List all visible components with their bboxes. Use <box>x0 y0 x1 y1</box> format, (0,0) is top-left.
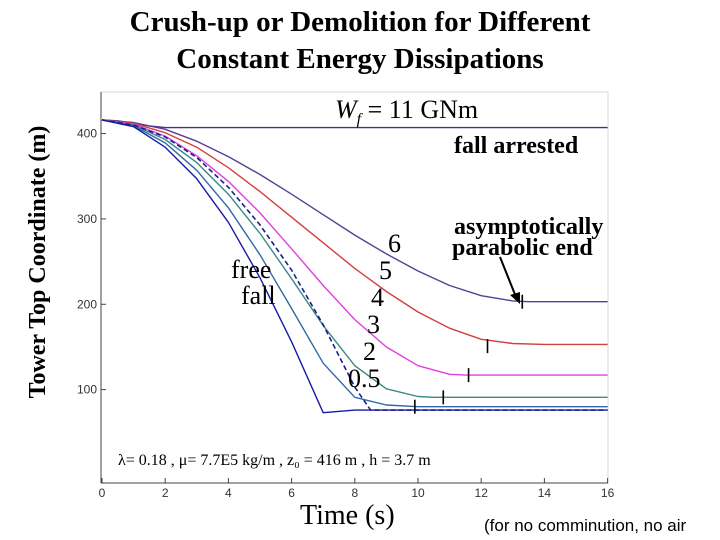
curve-label-3: 3 <box>367 310 380 339</box>
chart-title-line-1: Crush-up or Demolition for Different <box>129 6 591 38</box>
asymptotic-label-line-1: asymptotically <box>454 214 603 240</box>
series-line-5 <box>101 119 608 398</box>
plot-background <box>100 91 609 484</box>
asymptotic-arrow-head <box>510 292 520 304</box>
x-tick-label: 0 <box>99 486 106 500</box>
x-tick-label: 10 <box>411 486 425 500</box>
y-tick-label: 100 <box>77 383 97 397</box>
series-group <box>101 119 608 414</box>
chart-title: Crush-up or Demolition for Different Con… <box>60 4 660 78</box>
series-line-4 <box>101 119 608 376</box>
x-tick-label: 2 <box>162 486 169 500</box>
fall-arrested-label: fall arrested <box>454 133 579 159</box>
free-fall-label-line-2: fall <box>241 281 276 310</box>
y-tick-label: 300 <box>77 212 97 226</box>
y-tick-label: 400 <box>77 127 97 141</box>
x-tick-label: 6 <box>288 486 295 500</box>
asymptotic-label-line-2: parabolic end <box>452 235 593 261</box>
plot-area <box>100 91 609 484</box>
curve-label-5: 5 <box>379 256 392 285</box>
wf-label: Wf = 11 GNm <box>335 95 478 128</box>
y-tick-label: 200 <box>77 297 97 311</box>
x-tick-label: 8 <box>351 486 358 500</box>
free-fall-label-line-1: free <box>231 255 271 284</box>
x-tick-label: 16 <box>601 486 615 500</box>
annotations: Wf = 11 GNm fall arrested asymptotically… <box>118 95 603 469</box>
x-tick-label: 12 <box>475 486 489 500</box>
footnote: (for no comminution, no air <box>484 516 687 535</box>
chart-title-line-2: Constant Energy Dissipations <box>176 43 544 75</box>
x-tick-label: 14 <box>538 486 552 500</box>
parameters-label: λ= 0.18 , μ= 7.7E5 kg/m , z₀ = 416 m , h… <box>118 452 431 469</box>
curve-label-6: 6 <box>388 229 401 258</box>
series-line-8 <box>101 119 608 411</box>
curve-label-0.5: 0.5 <box>348 364 381 393</box>
curve-label-2: 2 <box>363 337 376 366</box>
series-line-3 <box>101 119 608 346</box>
x-tick-label: 4 <box>225 486 232 500</box>
curve-label-4: 4 <box>371 283 384 312</box>
x-axis-label: Time (s) <box>300 500 395 531</box>
series-line-6 <box>101 119 608 408</box>
asymptotic-arrow-line <box>499 256 517 298</box>
end-markers <box>414 294 524 414</box>
